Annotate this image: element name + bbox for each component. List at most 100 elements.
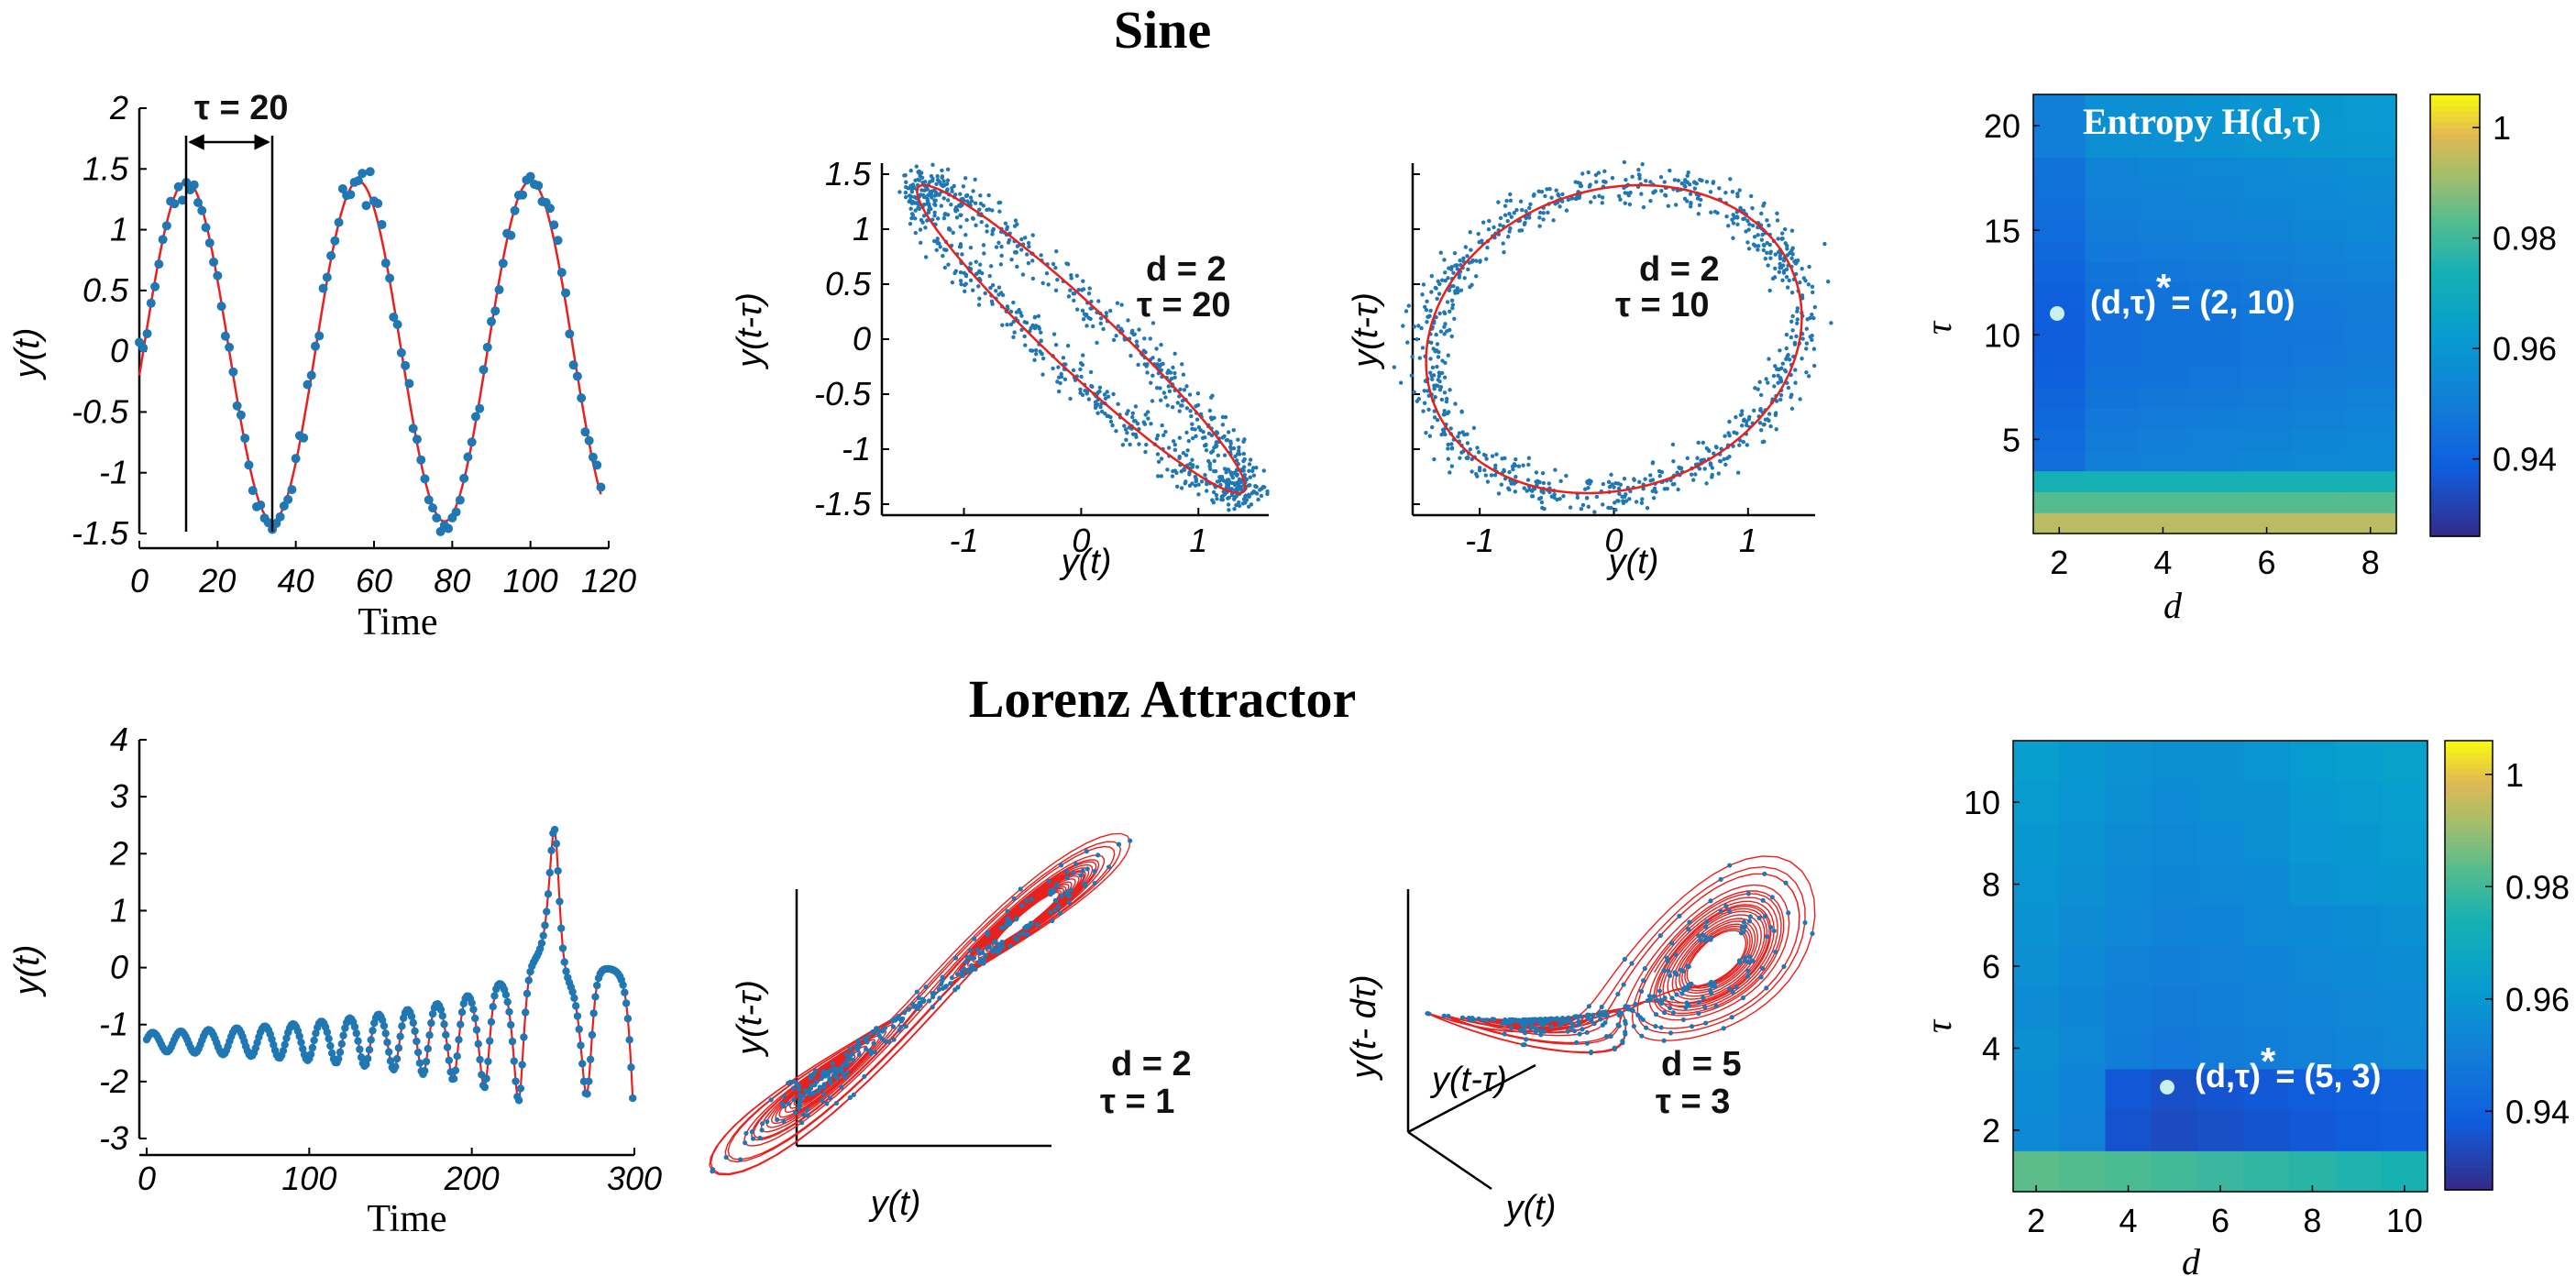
- sine-emb20-data-point: [939, 204, 944, 208]
- lorenz3d-point: [1762, 871, 1767, 876]
- sine-emb20-data-point: [1082, 312, 1087, 316]
- lorenz-hm-colorbar-band: [2445, 1016, 2493, 1023]
- lorenz3d-point: [1653, 1011, 1659, 1018]
- lorenz3d-point: [1533, 1029, 1538, 1035]
- sine-emb20-data-point: [1230, 475, 1236, 480]
- sine-emb20-data-point: [1053, 265, 1058, 270]
- sine-emb10-data-point: [1466, 267, 1470, 272]
- sine-emb20-data-point: [1203, 434, 1207, 440]
- sine-emb20-data-point: [1126, 409, 1130, 413]
- sine-data-point: [373, 199, 383, 209]
- sine-data-point: [201, 223, 211, 233]
- sine-emb10-data-point: [1740, 424, 1745, 428]
- lorenz-ts-point: [326, 1041, 335, 1050]
- sine-emb10-data-point: [1508, 198, 1514, 204]
- sine-emb10-data-point: [1651, 496, 1657, 500]
- sine-data-point: [498, 258, 508, 269]
- lorenz2d-point: [914, 989, 919, 995]
- sine-hm-colorbar-label: 1: [2493, 109, 2511, 147]
- sine-emb20-data-point: [961, 184, 966, 189]
- sine-emb10-data-point: [1793, 261, 1799, 266]
- lorenz-hm-colorbar-band: [2445, 786, 2493, 792]
- lorenz2d-point: [1082, 881, 1087, 886]
- lorenz3d-trajectory: [1426, 855, 1816, 1054]
- sine-hm-xtick-label: 8: [2361, 544, 2380, 581]
- sine-emb20-data-point: [1069, 273, 1073, 278]
- sine-emb20-data-point: [952, 183, 956, 189]
- lorenz-ts-xtick-label: 200: [444, 1160, 500, 1197]
- sine-emb10-data-point: [1757, 421, 1763, 425]
- lorenz2d-point: [1066, 899, 1072, 906]
- sine-hm-cell: [2085, 240, 2138, 263]
- sine-data-point: [306, 370, 316, 380]
- sine-emb20-data-point: [919, 217, 924, 223]
- sine-hm-xtick-label: 6: [2258, 544, 2276, 581]
- sine-emb10-data-point: [1792, 340, 1798, 346]
- sine-hm-cell: [2344, 240, 2397, 263]
- lorenz-hm-colorbar-band: [2445, 869, 2493, 876]
- sine-emb10-data-point: [1449, 334, 1454, 339]
- sine-emb20-data-point: [1150, 321, 1156, 325]
- sine-emb10-data-point: [1518, 199, 1524, 204]
- lorenz3d-point: [1669, 996, 1675, 1001]
- lorenz2d-point: [1053, 897, 1059, 904]
- lorenz3d-point: [1502, 1031, 1507, 1037]
- sine-emb20-data-point: [942, 212, 947, 217]
- sine-emb10-data-point: [1433, 349, 1437, 354]
- lorenz-ts-point: [543, 908, 551, 916]
- sine-emb10-data-point: [1789, 256, 1794, 260]
- sine-emb10-data-point: [1586, 504, 1591, 510]
- sine-emb20-data-point: [958, 225, 963, 229]
- sine-emb20-data-point: [1212, 468, 1216, 474]
- lorenz-ts-point: [425, 1031, 434, 1040]
- sine-emb20-data-point: [1196, 492, 1201, 497]
- sine-emb20-data-point: [1011, 319, 1016, 324]
- sine-emb10-data-point: [1699, 458, 1703, 463]
- sine-hm-cell: [2292, 282, 2346, 304]
- lorenz3d-point: [1531, 1017, 1536, 1022]
- lorenz-hm-colorbar-band: [2445, 926, 2493, 933]
- lorenz2d-point: [890, 1024, 896, 1029]
- lorenz2d-point: [800, 1112, 806, 1117]
- lorenz2d-point: [1035, 922, 1040, 928]
- lorenz2d-point: [1005, 908, 1010, 914]
- lorenz3d-point: [1703, 924, 1709, 930]
- sine-emb20-data-point: [897, 190, 902, 194]
- sine-emb20-data-point: [1174, 484, 1180, 489]
- sine-emb10-data-point: [1459, 288, 1464, 292]
- sine-emb10-data-point: [1800, 266, 1804, 271]
- lorenz-ts-point: [310, 1036, 318, 1045]
- sine-emb20-data-point: [927, 192, 931, 197]
- sine-emb20-data-point: [1172, 468, 1178, 473]
- sine-hm-colorbar-band: [2430, 111, 2480, 117]
- sine-data-point: [392, 319, 402, 329]
- sine-emb20-data-point: [937, 179, 942, 184]
- lorenz3d-point: [1446, 1013, 1451, 1019]
- sine-hm-cell: [2344, 428, 2397, 451]
- lorenz-hm-cell: [2013, 945, 2060, 987]
- lorenz-ts-point: [518, 1061, 526, 1069]
- sine-emb10-data-point: [1537, 210, 1543, 215]
- sine-hm-cell: [2085, 470, 2138, 492]
- sine-emb20-data-point: [1030, 258, 1035, 263]
- sine-emb20-data-point: [1228, 470, 1233, 475]
- sine-emb20-data-point: [958, 213, 963, 217]
- sine-emb20-data-point: [934, 248, 939, 252]
- lorenz-ts-point: [521, 1008, 530, 1017]
- sine-emb20-data-point: [940, 174, 945, 179]
- sine-emb10-data-point: [1458, 456, 1462, 460]
- sine-ts-ytick-label: 1.5: [83, 149, 129, 187]
- sine-emb10-data-point: [1712, 451, 1716, 456]
- sine-data-point: [248, 486, 258, 496]
- sine-emb20-data-point: [1011, 335, 1016, 340]
- lorenz-hm-colorbar-band: [2445, 1083, 2493, 1090]
- sine-hm-colorbar-band: [2430, 122, 2480, 128]
- sine-hm-colorbar-band: [2430, 265, 2480, 272]
- sine-emb20-data-point: [1006, 240, 1011, 245]
- sine-emb10-data-point: [1588, 200, 1593, 204]
- sine-emb10-data-point: [1742, 216, 1747, 221]
- lorenz3d-point: [1574, 1040, 1580, 1045]
- sine-emb10-data-point: [1435, 296, 1439, 302]
- sine-emb10-data-point: [1632, 478, 1636, 482]
